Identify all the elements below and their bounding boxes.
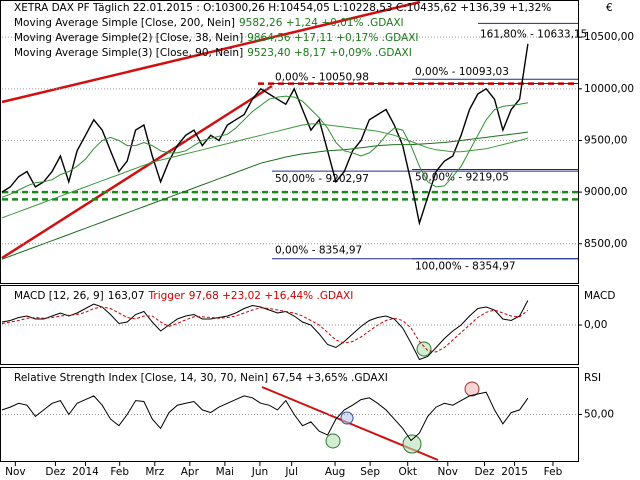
- fib-label: 100,00% - 8354,97: [415, 261, 516, 273]
- trend-line: [1, 84, 273, 260]
- legend-entry: Relative Strength Index [Close, 14, 30, …: [14, 372, 388, 384]
- legend-value: 9523,40 +8,17 +0,09% .GDAXI: [247, 47, 412, 59]
- series-line: [1, 391, 529, 442]
- x-tick-label: Okt: [398, 466, 416, 478]
- x-tick-label: Jun: [251, 466, 268, 478]
- rsi-circle: [464, 381, 480, 397]
- x-tick-label: 2015: [501, 466, 528, 478]
- y-tick-label: 10500,00: [584, 31, 634, 43]
- price-frame: [0, 0, 579, 284]
- rsi-circle: [325, 433, 341, 449]
- panel-title: MACD: [584, 290, 615, 302]
- series-line: [1, 306, 529, 353]
- y-tick-label: 10000,00: [584, 83, 634, 95]
- x-tick-label: Dez: [45, 466, 66, 478]
- macd-circle: [416, 341, 432, 357]
- legend-entry: Moving Average Simple(3) [Close, 90, Nei…: [14, 47, 412, 59]
- x-tick-label: Aug: [325, 466, 346, 478]
- fib-label: 161,80% - 10633,15: [480, 28, 587, 40]
- legend-name: Relative Strength Index [Close, 14, 30, …: [14, 372, 268, 384]
- x-tick-label: Mrz: [145, 466, 164, 478]
- legend-name: MACD [12, 26, 9]: [14, 290, 104, 302]
- y-tick-label: 8500,00: [584, 238, 627, 250]
- legend-value: 9864,56 +17,11 +0,17% .GDAXI: [247, 32, 418, 44]
- fib-label: 0,00% - 10050,98: [275, 72, 369, 84]
- currency: €: [606, 2, 613, 14]
- y-tick-label: 9000,00: [584, 186, 627, 198]
- fib-label: 50,00% - 9219,05: [415, 171, 509, 183]
- legend-value: 9582,26 +1,24 +0,01% .GDAXI: [239, 17, 404, 29]
- fib-label: 50,00% - 9202,97: [275, 173, 369, 185]
- legend-entry: MACD [12, 26, 9] 163,07 Trigger 97,68 +23,0…: [14, 290, 353, 302]
- trend-line: [1, 0, 421, 104]
- legend-entry: Moving Average Simple [Close, 200, Nein]…: [14, 17, 404, 29]
- legend-name: Moving Average Simple [Close, 200, Nein]: [14, 17, 235, 29]
- legend-value: 163,07: [108, 290, 145, 302]
- series-line: [1, 131, 528, 260]
- x-tick-label: 2014: [72, 466, 99, 478]
- series-line: [1, 123, 529, 219]
- y-tick-label: 9500,00: [584, 134, 627, 146]
- x-tick-label: Sep: [360, 466, 380, 478]
- x-tick-label: Nov: [5, 466, 26, 478]
- rsi-circle: [402, 434, 422, 454]
- rsi-circle: [340, 411, 354, 425]
- y-tick-label: 50,00: [584, 409, 614, 421]
- chart-title: XETRA DAX PF Täglich 22.01.2015 : O:1030…: [14, 2, 551, 14]
- x-tick-label: Feb: [544, 466, 563, 478]
- legend-value: 67,54 +3,65% .GDAXI: [272, 372, 388, 384]
- legend-value: 97,68 +23,02 +16,44% .GDAXI: [189, 290, 354, 302]
- series-line: [1, 95, 528, 198]
- legend-name: Trigger: [148, 290, 186, 302]
- fib-label: 0,00% - 8354,97: [275, 245, 362, 257]
- x-tick-label: Apr: [181, 466, 200, 478]
- x-tick-label: Feb: [110, 466, 129, 478]
- legend-name: Moving Average Simple(2) [Close, 38, Nei…: [14, 32, 243, 44]
- fib-label: 0,00% - 10093,03: [415, 66, 509, 78]
- legend-name: Moving Average Simple(3) [Close, 90, Nei…: [14, 47, 243, 59]
- legend-entry: Moving Average Simple(2) [Close, 38, Nei…: [14, 32, 418, 44]
- series-line: [1, 43, 529, 226]
- x-tick-label: Nov: [438, 466, 459, 478]
- panel-title: RSI: [584, 372, 601, 384]
- x-tick-label: Dez: [474, 466, 495, 478]
- x-tick-label: Jul: [284, 466, 298, 478]
- series-line: [1, 300, 529, 361]
- y-tick-label: 0,00: [584, 319, 607, 331]
- x-tick-label: Mai: [216, 466, 234, 478]
